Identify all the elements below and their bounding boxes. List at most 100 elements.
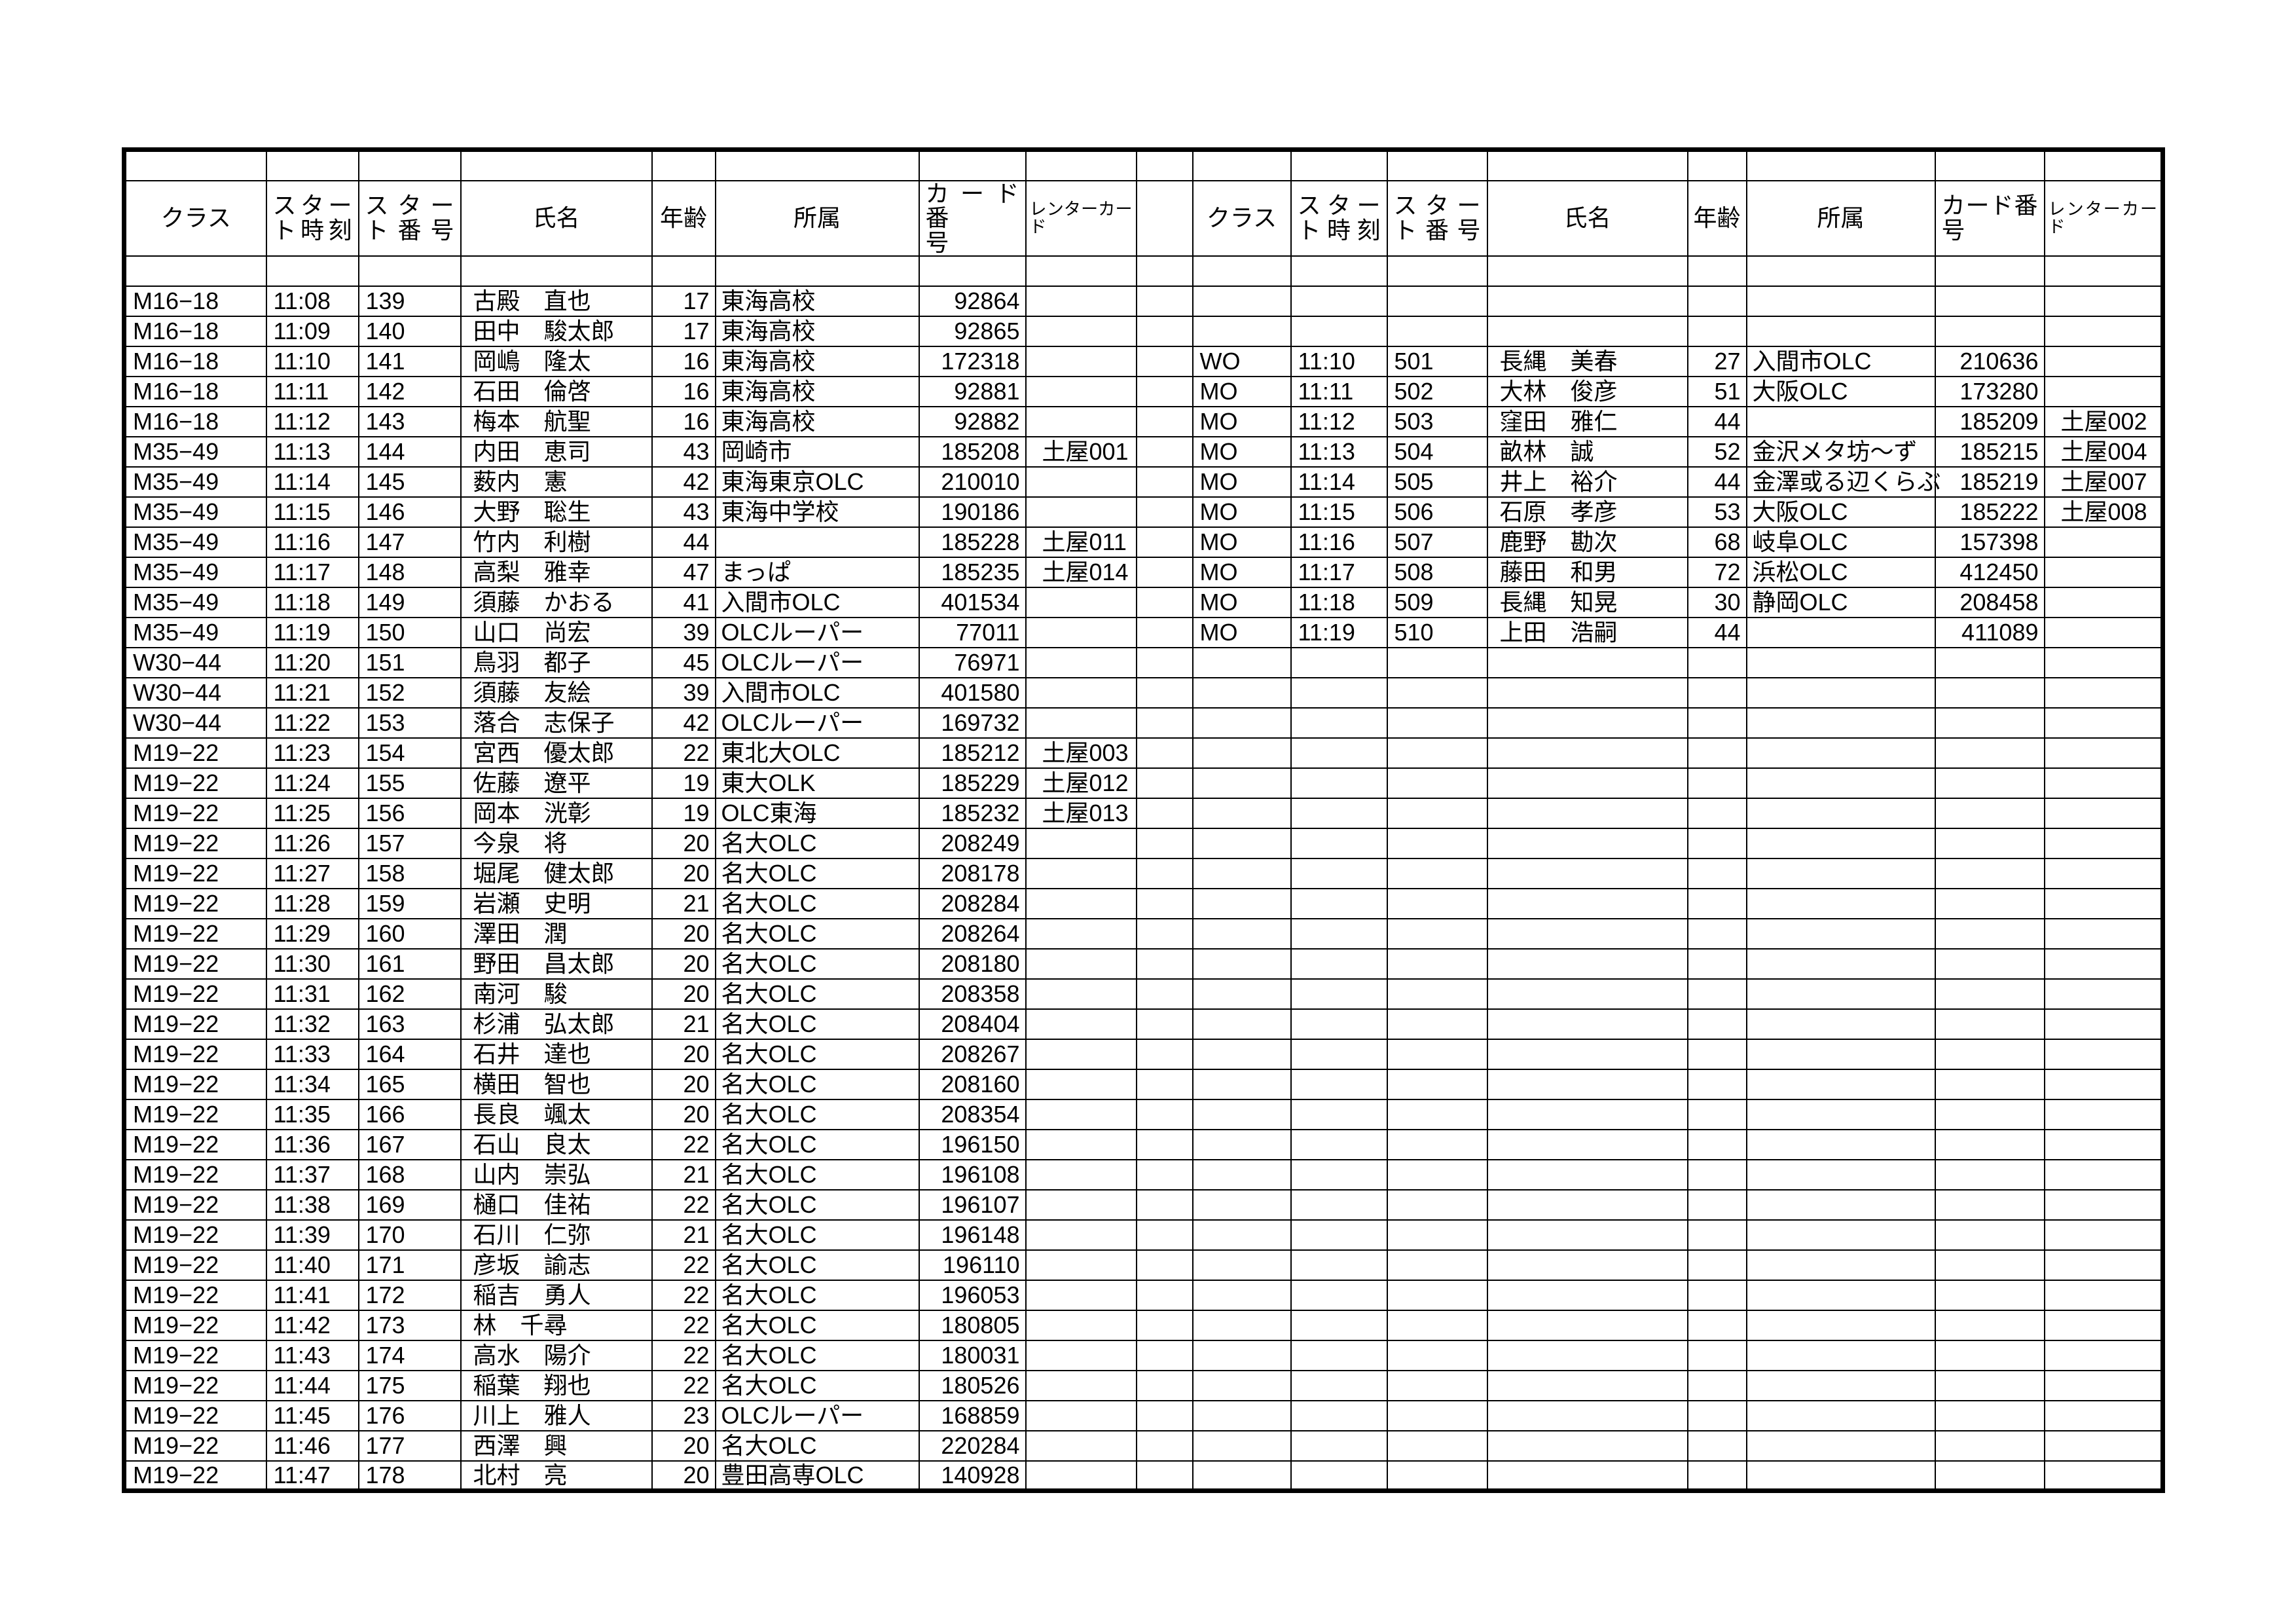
cell-club: OLC東海 [714,797,920,829]
empty-cell [1486,978,1688,1010]
empty-cell [1386,1098,1488,1130]
cell-rental-card [1025,1430,1137,1462]
cell-age: 22 [651,1309,716,1341]
cell-rental-card [2043,556,2164,588]
cell-class: M16−18 [123,285,267,317]
empty-cell [2043,1219,2164,1251]
empty-cell [1386,948,1488,980]
cell-name: 彦坂 諭志 [460,1249,653,1281]
table-row: M19−22 11:46 177 西澤 興 20 名大OLC 220284 [123,1430,2164,1462]
empty-cell [1934,917,2045,950]
spacer-cell [1135,1309,1194,1341]
cell-rental-card [1025,948,1137,980]
table-row: M19−22 11:47 178 北村 亮 20 豊田高専OLC 140928 [123,1460,2164,1492]
cell-start-time: 11:38 [265,1189,359,1221]
cell-rental-card [1025,827,1137,859]
cell-club: 名大OLC [714,1309,920,1341]
cell-class: M19−22 [123,857,267,889]
empty-cell [1386,797,1488,829]
cell-card-number: 76971 [918,646,1027,678]
cell-rental-card [1025,1339,1137,1371]
cell-start-time: 11:45 [265,1399,359,1431]
cell-age: 44 [1686,466,1747,498]
empty-cell [1686,857,1747,889]
cell-age: 30 [1686,586,1747,618]
cell-club: 豊田高専OLC [714,1460,920,1492]
cell-age: 22 [651,1189,716,1221]
empty-cell [1486,1369,1688,1401]
empty-cell [1686,1038,1747,1070]
cell-name: 横田 智也 [460,1068,653,1100]
cell-age: 16 [651,345,716,377]
cell-start-time: 11:37 [265,1158,359,1190]
cell-start-time: 11:44 [265,1369,359,1401]
cell-name: 内田 恵司 [460,435,653,468]
empty-cell [1192,1460,1292,1492]
empty-cell [1486,1158,1688,1190]
empty-cell [1386,978,1488,1010]
cell-start-number: 170 [357,1219,462,1251]
header-age: 年齢 [1686,179,1747,257]
cell-age: 23 [651,1399,716,1431]
cell-start-number: 162 [357,978,462,1010]
empty-cell [1486,1309,1688,1341]
cell-card-number: 208458 [1934,586,2045,618]
cell-club: 名大OLC [714,1068,920,1100]
cell-class: MO [1192,526,1292,558]
empty-cell [1486,676,1688,709]
cell-rental-card [1025,1068,1137,1100]
cell-club: 入間市OLC [714,586,920,618]
cell-rental-card [1025,586,1137,618]
cell-age: 42 [651,707,716,739]
empty-cell [1192,1279,1292,1311]
header-start-number: スター ト番号 [357,179,462,257]
empty-cell [1290,149,1388,181]
cell-class: M19−22 [123,827,267,859]
empty-cell [1934,737,2045,769]
cell-start-number: 140 [357,315,462,347]
cell-name: 西澤 興 [460,1430,653,1462]
cell-age: 16 [651,375,716,407]
cell-age: 51 [1686,375,1747,407]
empty-cell [265,149,359,181]
empty-cell [1192,767,1292,799]
empty-cell [1934,1158,2045,1190]
empty-cell [651,255,716,287]
header-club: 所属 [714,179,920,257]
cell-start-time: 11:09 [265,315,359,347]
empty-cell [1192,1158,1292,1190]
empty-cell [2043,827,2164,859]
empty-cell [1686,978,1747,1010]
spacer-cell [1135,345,1194,377]
cell-card-number: 185235 [918,556,1027,588]
empty-cell [1745,707,1936,739]
table-row: M35−49 11:19 150 山口 尚宏 39 OLCルーパー 77011 MO 11:19… [123,616,2164,648]
cell-start-number: 175 [357,1369,462,1401]
empty-cell [1745,1369,1936,1401]
cell-club: 名大OLC [714,1219,920,1251]
empty-cell [123,149,267,181]
cell-card-number: 185212 [918,737,1027,769]
cell-rental-card [1025,315,1137,347]
header-row: クラス スター ト時刻 スター ト番号 氏名 年齢 所属 カード番 号レンターカー ドクラス… [123,179,2164,257]
cell-class: M35−49 [123,496,267,528]
empty-cell [1745,1038,1936,1070]
cell-rental-card [2043,375,2164,407]
cell-rental-card [1025,1309,1137,1341]
empty-cell [1934,149,2045,181]
cell-start-number: 146 [357,496,462,528]
cell-age: 20 [651,1460,716,1492]
empty-cell [1290,707,1388,739]
spacer-cell [1135,1249,1194,1281]
cell-start-time: 11:16 [265,526,359,558]
cell-start-time: 11:14 [1290,466,1388,498]
cell-card-number: 173280 [1934,375,2045,407]
cell-club: 名大OLC [714,978,920,1010]
cell-age: 39 [651,676,716,709]
cell-class: MO [1192,586,1292,618]
empty-cell [1745,857,1936,889]
empty-cell [1686,1430,1747,1462]
empty-cell [1290,676,1388,709]
cell-age: 22 [651,1128,716,1160]
empty-cell [1386,1068,1488,1100]
